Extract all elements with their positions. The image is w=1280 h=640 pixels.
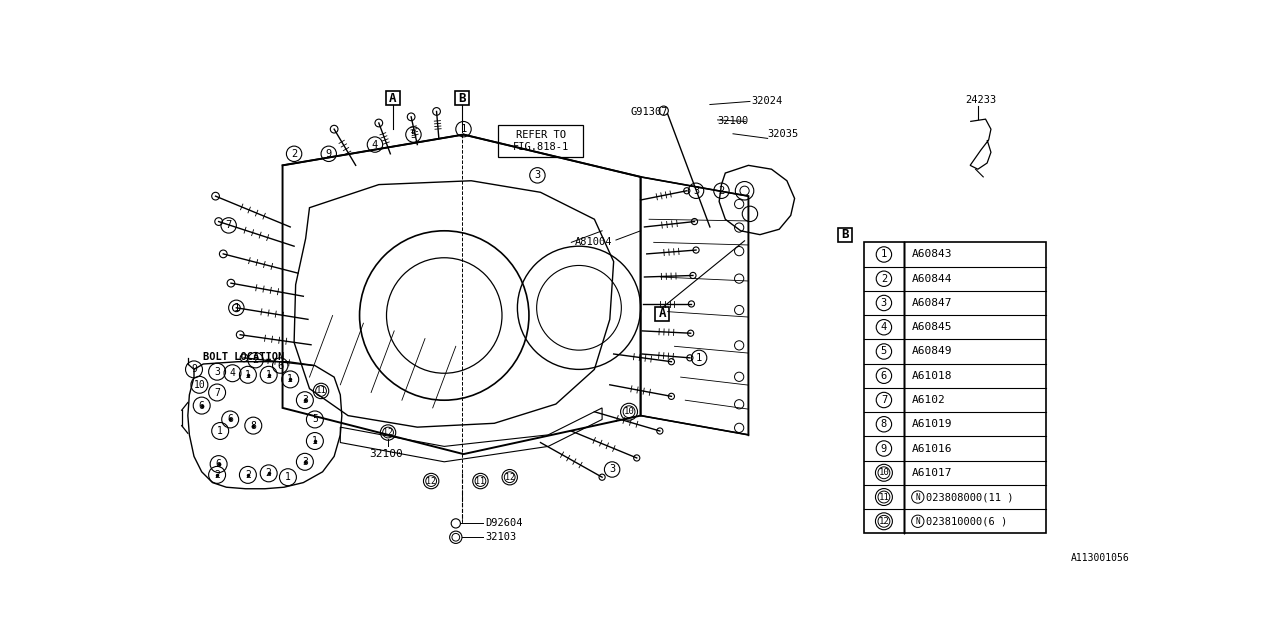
Text: 1: 1 [312, 436, 317, 446]
Text: 8: 8 [881, 419, 887, 429]
Text: 11: 11 [475, 477, 485, 486]
Text: REFER TO
FIG.818-1: REFER TO FIG.818-1 [512, 130, 568, 152]
Text: A61019: A61019 [911, 419, 952, 429]
Text: 12: 12 [383, 428, 393, 437]
Text: 2: 2 [881, 274, 887, 284]
Text: A: A [389, 92, 397, 105]
Text: 1: 1 [287, 374, 293, 385]
Text: 6: 6 [276, 360, 283, 371]
Text: 7: 7 [881, 395, 887, 405]
Text: 1: 1 [233, 303, 239, 313]
Bar [655, 307, 669, 321]
Text: A61016: A61016 [911, 444, 952, 454]
Text: A81004: A81004 [575, 237, 613, 247]
Text: 2: 2 [718, 186, 724, 196]
Text: 32024: 32024 [751, 97, 783, 106]
Text: 023808000(11 ): 023808000(11 ) [925, 492, 1012, 502]
Text: 2: 2 [291, 148, 297, 159]
Text: 10: 10 [193, 380, 205, 390]
Text: 24233: 24233 [965, 95, 997, 105]
Bar [385, 92, 399, 106]
Text: 9: 9 [191, 364, 197, 374]
Text: 3: 3 [692, 186, 699, 196]
Text: D92604: D92604 [485, 518, 522, 529]
Text: 12: 12 [504, 473, 515, 482]
Text: 9: 9 [881, 444, 887, 454]
Text: 6: 6 [881, 371, 887, 381]
Text: 5: 5 [312, 415, 317, 424]
Text: 3: 3 [881, 298, 887, 308]
Text: 10: 10 [623, 407, 635, 416]
Bar [837, 228, 851, 241]
Bar [498, 125, 582, 157]
Bar [454, 92, 468, 106]
Text: 32035: 32035 [768, 129, 799, 139]
Text: N: N [915, 493, 920, 502]
Text: BOLT LOCATION: BOLT LOCATION [204, 352, 284, 362]
Text: 2: 2 [214, 470, 220, 480]
Text: 1: 1 [266, 370, 271, 380]
Text: 5: 5 [411, 129, 416, 140]
Text: 8: 8 [251, 420, 256, 431]
Text: B: B [458, 92, 466, 105]
Text: 7: 7 [225, 220, 232, 230]
Text: A60844: A60844 [911, 274, 952, 284]
Text: 2: 2 [266, 468, 271, 478]
Text: 4: 4 [229, 368, 236, 378]
Text: 5: 5 [881, 346, 887, 356]
Text: 3: 3 [214, 367, 220, 377]
Text: 4: 4 [881, 323, 887, 332]
Text: A6102: A6102 [911, 395, 946, 405]
Text: A113001056: A113001056 [1071, 554, 1129, 563]
Text: 1: 1 [696, 353, 703, 363]
Text: 3: 3 [534, 170, 540, 180]
Text: 3: 3 [302, 395, 307, 405]
Text: A60849: A60849 [911, 346, 952, 356]
Text: 32100: 32100 [718, 116, 749, 127]
Text: 1: 1 [461, 124, 467, 134]
Text: 6: 6 [228, 415, 233, 424]
Text: A60847: A60847 [911, 298, 952, 308]
Text: 2: 2 [244, 470, 251, 480]
Text: 1: 1 [218, 426, 223, 436]
Text: A61017: A61017 [911, 468, 952, 478]
Text: A61018: A61018 [911, 371, 952, 381]
Text: A60845: A60845 [911, 323, 952, 332]
Text: 6: 6 [216, 459, 221, 469]
Text: A60843: A60843 [911, 250, 952, 259]
Text: B: B [841, 228, 849, 241]
Text: 7: 7 [214, 387, 220, 397]
Text: 1: 1 [285, 472, 291, 482]
Bar [864, 243, 1046, 533]
Text: 9: 9 [325, 148, 332, 159]
Text: G91307: G91307 [630, 108, 668, 117]
Text: 1: 1 [244, 370, 251, 380]
Text: 4: 4 [371, 140, 378, 150]
Text: 11: 11 [878, 493, 890, 502]
Text: 3: 3 [302, 457, 307, 467]
Text: 2: 2 [252, 355, 259, 365]
Text: 11: 11 [316, 387, 326, 396]
Text: 1: 1 [881, 250, 887, 259]
Text: N: N [915, 516, 920, 526]
Text: 10: 10 [878, 468, 890, 477]
Text: 3: 3 [609, 465, 616, 474]
Text: 12: 12 [878, 516, 890, 526]
Text: 6: 6 [198, 401, 205, 411]
Text: 32100: 32100 [370, 449, 403, 459]
Text: 32103: 32103 [485, 532, 516, 542]
Text: 023810000(6 ): 023810000(6 ) [925, 516, 1007, 526]
Text: 12: 12 [426, 477, 436, 486]
Text: A: A [658, 307, 666, 321]
